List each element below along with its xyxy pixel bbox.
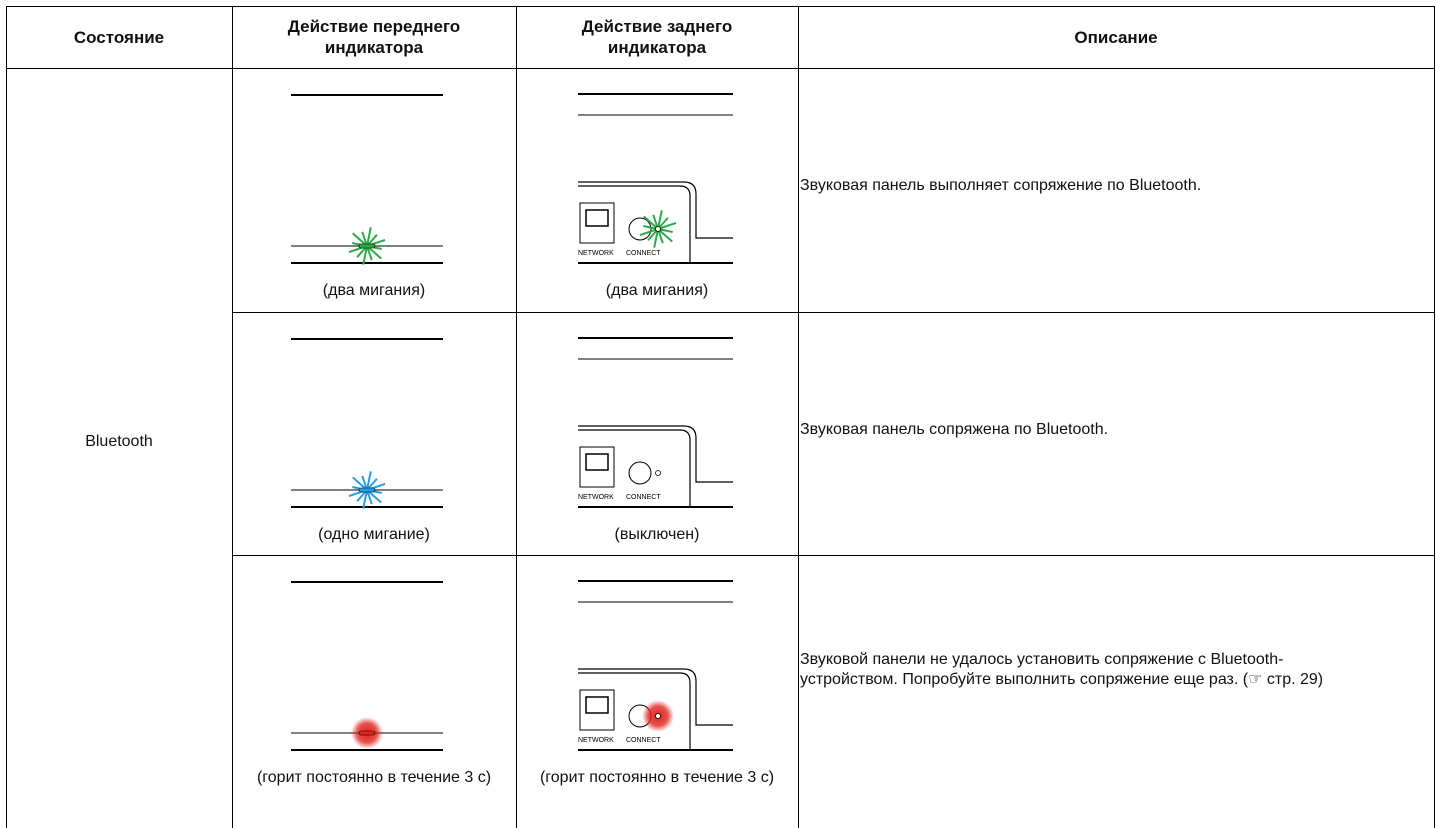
led-ray [366, 227, 372, 247]
network-label: NETWORK [578, 737, 614, 744]
led-ray [361, 475, 368, 491]
led-ray [643, 215, 659, 230]
network-label: NETWORK [578, 494, 614, 501]
header-cell: Действие заднего индикатора [581, 17, 733, 57]
front-illustration [291, 94, 443, 265]
led-ray [366, 489, 373, 505]
rear-caption: (два мигания) [605, 282, 709, 299]
led-ray [361, 231, 368, 247]
network-jack [585, 209, 609, 227]
rear-led [655, 226, 661, 232]
column-border [232, 6, 233, 828]
led-ray [653, 228, 659, 248]
led-ray [657, 228, 673, 243]
front-caption: (одно мигание) [318, 526, 430, 543]
led-ray [362, 245, 368, 265]
rear-illustration: NETWORK CONNECT [578, 93, 733, 264]
front-illustration [291, 581, 443, 751]
rear-body [578, 668, 733, 750]
state-cell: Bluetooth [85, 433, 153, 450]
rear-indicator-cell: NETWORK CONNECT (выключен) [516, 312, 798, 555]
row-border [232, 312, 1435, 313]
rear-indicator-cell: NETWORK CONNECT (горит постоянно в течение… [516, 555, 798, 828]
connect-label: CONNECT [626, 250, 661, 257]
rear-led [655, 713, 661, 719]
front-caption: (горит постоянно в течение 3 с) [256, 769, 492, 786]
connect-label: CONNECT [626, 737, 661, 744]
row-border [232, 555, 1435, 556]
rear-body [578, 425, 733, 507]
led [358, 243, 376, 249]
led [358, 487, 376, 493]
led-ray [657, 222, 677, 230]
front-illustration [291, 338, 443, 509]
network-jack [585, 696, 609, 714]
header-cell: Действие переднего индикатора [287, 17, 461, 57]
column-border [798, 6, 799, 828]
row-border [6, 68, 1435, 69]
connect-button [628, 217, 652, 241]
led [358, 730, 376, 736]
led-ray [657, 210, 663, 230]
column-border [516, 6, 517, 828]
rear-caption: (горит постоянно в течение 3 с) [539, 769, 775, 786]
rear-caption: (выключен) [614, 526, 700, 543]
front-indicator-cell: (горит постоянно в течение 3 с) [232, 555, 516, 828]
network-label: NETWORK [578, 250, 614, 257]
front-indicator-cell: (одно мигание) [232, 312, 516, 555]
front-indicator-cell: (два мигания) [232, 68, 516, 312]
description: Звуковая панель выполняет сопряжение по … [800, 177, 1202, 194]
row-border [6, 6, 1435, 7]
description: Звуковой панели не удалось установить со… [800, 651, 1324, 688]
led-ray [366, 471, 372, 491]
led-ray [362, 489, 368, 509]
front-caption: (два мигания) [322, 282, 426, 299]
led-ray [366, 245, 373, 261]
description: Звуковая панель сопряжена по Bluetooth. [800, 421, 1109, 438]
column-border [1434, 6, 1435, 828]
rear-illustration: NETWORK CONNECT [578, 580, 733, 751]
rear-body [578, 181, 733, 263]
led-ray [639, 228, 659, 236]
header-cell: Состояние [73, 27, 165, 47]
connect-label: CONNECT [626, 494, 661, 501]
rear-indicator-cell: NETWORK CONNECT (два мигания) [516, 68, 798, 312]
header-cell: Описание [1074, 27, 1158, 47]
connect-button [628, 461, 652, 485]
rear-led [655, 470, 661, 476]
rear-illustration: NETWORK CONNECT [578, 337, 733, 508]
column-border [6, 6, 7, 828]
network-jack [585, 453, 609, 471]
